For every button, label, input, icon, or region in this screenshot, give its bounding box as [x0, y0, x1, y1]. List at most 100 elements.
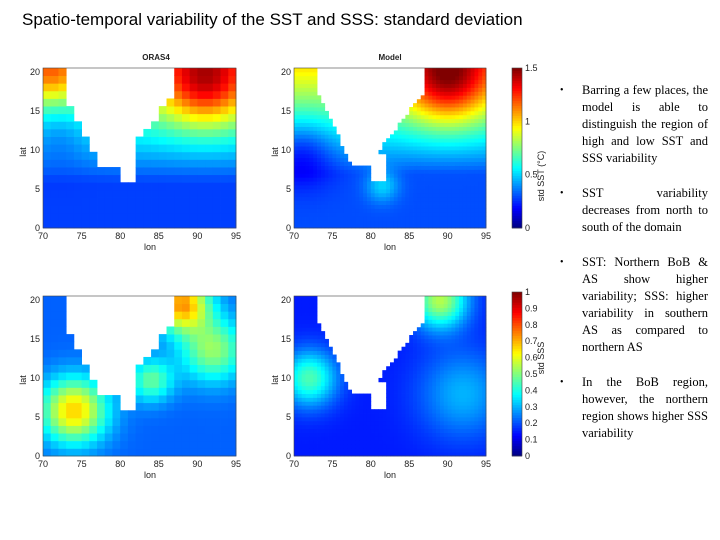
heatmap-cell	[151, 144, 160, 153]
heatmap-cell	[424, 142, 429, 147]
heatmap-cell	[313, 401, 318, 406]
heatmap-cell	[228, 311, 237, 320]
heatmap-cell	[459, 440, 464, 445]
heatmap-cell	[197, 136, 206, 145]
heatmap-cell	[443, 409, 448, 414]
heatmap-cell	[181, 318, 191, 327]
heatmap-cell	[455, 188, 460, 194]
heatmap-cell	[474, 87, 479, 92]
heatmap-cell	[409, 389, 414, 394]
heatmap-cell	[424, 409, 429, 414]
heatmap-cell	[459, 212, 464, 217]
heatmap-cell	[459, 381, 464, 387]
heatmap-cell	[297, 452, 303, 457]
heatmap-cell	[301, 413, 306, 418]
heatmap-cell	[466, 130, 472, 135]
heatmap-cell	[212, 318, 221, 327]
heatmap-cell	[447, 370, 452, 375]
heatmap-cell	[73, 372, 82, 381]
heatmap-cell	[81, 448, 90, 457]
heatmap-cell	[220, 296, 229, 305]
heatmap-cell	[58, 182, 67, 191]
plot-frame	[42, 295, 237, 457]
heatmap-cell	[166, 372, 175, 381]
heatmap-cell	[151, 197, 160, 206]
heatmap-cell	[432, 216, 437, 221]
heatmap-cell	[336, 192, 341, 198]
heatmap-cell	[413, 393, 418, 398]
heatmap-cell	[482, 397, 487, 402]
heatmap-cell	[135, 440, 144, 449]
heatmap-cell	[386, 161, 391, 166]
heatmap-cell	[474, 401, 479, 406]
heatmap-cell	[428, 448, 433, 453]
colorbar-tick-label: 0.4	[525, 385, 538, 395]
heatmap-cell	[181, 205, 191, 214]
heatmap-cell	[297, 161, 303, 166]
heatmap-cell	[451, 374, 456, 379]
heatmap-cell	[439, 440, 445, 445]
heatmap-cell	[432, 405, 437, 410]
heatmap-cell	[305, 122, 310, 127]
colorbar-swatch	[512, 185, 522, 189]
heatmap-cell	[294, 335, 299, 340]
heatmap-cell	[174, 68, 183, 77]
heatmap-cell	[66, 144, 75, 153]
heatmap-cell	[416, 428, 422, 433]
heatmap-cell	[447, 397, 452, 402]
heatmap-cell	[336, 416, 341, 422]
heatmap-cell	[89, 417, 98, 426]
heatmap-cell	[363, 181, 368, 186]
heatmap-cell	[324, 177, 329, 182]
colorbar-swatch	[512, 70, 522, 74]
heatmap-cell	[313, 432, 318, 437]
heatmap-cell	[409, 188, 414, 194]
heatmap-cell	[455, 381, 460, 387]
heatmap-cell	[390, 153, 395, 159]
heatmap-cell	[424, 335, 429, 340]
heatmap-cell	[466, 79, 472, 85]
heatmap-cell	[390, 381, 395, 387]
heatmap-cell	[301, 342, 306, 348]
heatmap-cell	[320, 122, 326, 127]
heatmap-cell	[462, 323, 468, 328]
heatmap-cell	[355, 165, 360, 170]
heatmap-cell	[351, 224, 356, 229]
heatmap-cell	[482, 362, 487, 367]
y-tick-label: 20	[281, 67, 291, 77]
heatmap-cell	[482, 87, 487, 92]
heatmap-cell	[451, 315, 456, 320]
heatmap-cell	[478, 185, 483, 190]
heatmap-cell	[436, 134, 441, 139]
colorbar-swatch	[512, 68, 522, 71]
heatmap-cell	[205, 83, 214, 92]
heatmap-cell	[386, 432, 391, 437]
heatmap-cell	[428, 212, 433, 217]
heatmap-cell	[363, 216, 368, 221]
heatmap-cell	[212, 121, 221, 130]
heatmap-cell	[297, 428, 303, 433]
heatmap-cell	[347, 196, 352, 202]
heatmap-cell	[340, 428, 345, 433]
colorbar-swatch	[512, 138, 522, 141]
heatmap-cell	[416, 114, 422, 120]
heatmap-cell	[374, 420, 379, 426]
heatmap-cell	[143, 356, 152, 365]
heatmap-cell	[482, 169, 487, 174]
heatmap-cell	[374, 196, 379, 202]
heatmap-cell	[359, 224, 364, 229]
heatmap-cell	[451, 452, 456, 457]
heatmap-cell	[397, 188, 402, 194]
heatmap-cell	[343, 173, 349, 178]
heatmap-cell	[382, 370, 387, 375]
heatmap-cell	[297, 216, 303, 221]
heatmap-cell	[470, 126, 475, 131]
heatmap-cell	[443, 381, 448, 387]
heatmap-cell	[462, 138, 468, 143]
heatmap-cell	[432, 126, 437, 131]
heatmap-cell	[324, 389, 329, 394]
heatmap-cell	[378, 377, 383, 383]
heatmap-cell	[324, 354, 329, 359]
heatmap-cell	[212, 220, 221, 229]
heatmap-cell	[443, 220, 448, 225]
